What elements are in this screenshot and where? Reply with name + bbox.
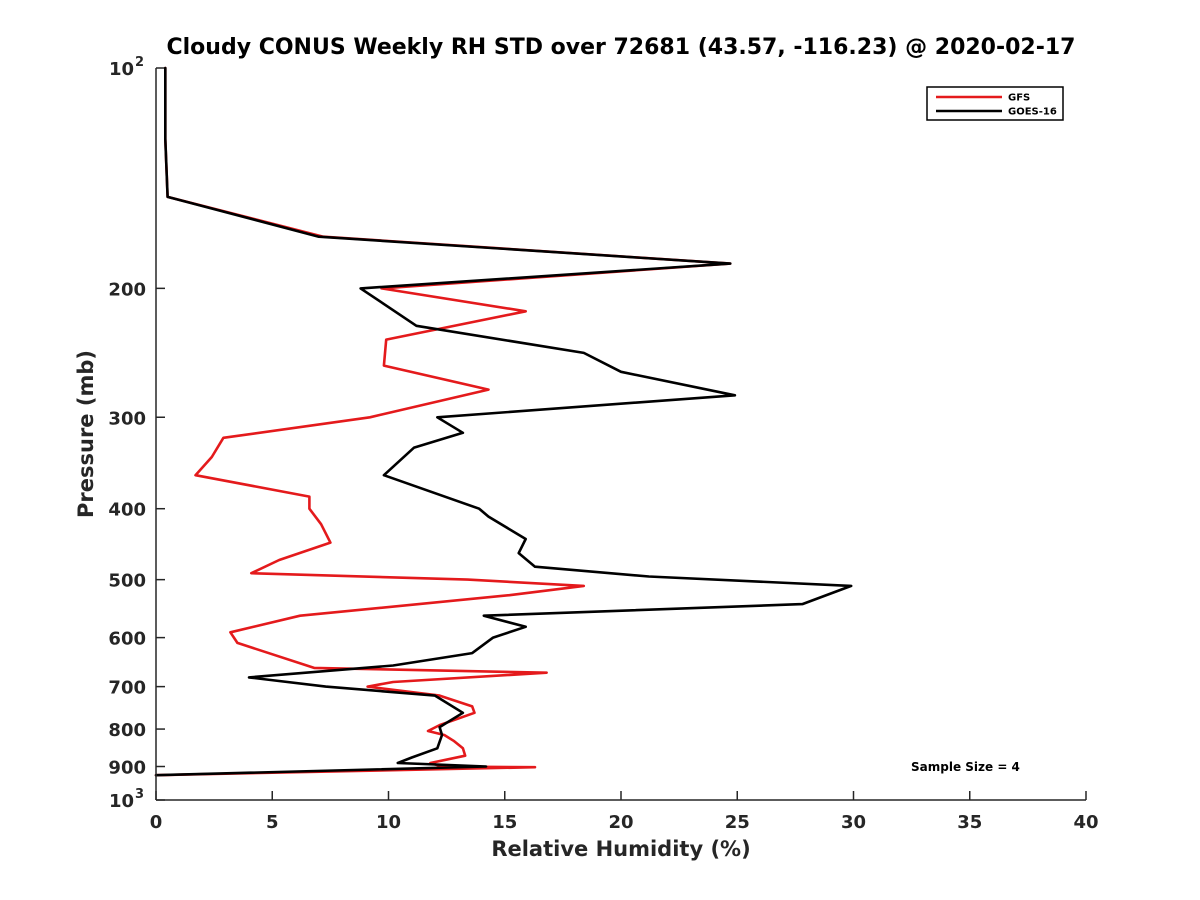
sample-size-annotation: Sample Size = 4	[911, 760, 1020, 774]
legend-label: GFS	[1008, 93, 1030, 104]
y-tick-exponent: 3	[135, 787, 144, 802]
x-tick-label: 30	[841, 812, 866, 833]
y-tick-label: 700	[108, 678, 146, 699]
y-tick-label: 400	[108, 500, 146, 521]
y-tick-label: 500	[108, 571, 146, 592]
x-tick-label: 10	[376, 812, 401, 833]
x-tick-label: 15	[492, 812, 517, 833]
x-tick-label: 40	[1073, 812, 1098, 833]
y-tick-exponent: 2	[135, 55, 144, 70]
y-tick-label: 900	[108, 758, 146, 779]
x-axis-ticks: 0 5 10 15 20 25 30 35 40	[150, 791, 1099, 833]
series-lines	[154, 66, 853, 777]
y-tick-label: 800	[108, 720, 146, 741]
legend: GFS GOES-16	[926, 86, 1064, 121]
y-tick-label: 300	[108, 408, 146, 429]
y-tick-label: 10	[109, 791, 134, 812]
chart-title: Cloudy CONUS Weekly RH STD over 72681 (4…	[167, 35, 1076, 60]
x-tick-label: 25	[725, 812, 750, 833]
x-axis-label: Relative Humidity (%)	[491, 837, 750, 861]
x-tick-label: 0	[150, 812, 163, 833]
x-tick-label: 5	[266, 812, 279, 833]
y-tick-label: 200	[108, 279, 146, 300]
y-tick-label: 600	[108, 629, 146, 650]
y-axis-label: Pressure (mb)	[74, 350, 98, 518]
x-tick-label: 20	[608, 812, 633, 833]
series-line-goes-16	[154, 66, 853, 777]
series-line-gfs	[154, 66, 732, 777]
legend-box	[926, 86, 1064, 121]
y-tick-label: 10	[109, 59, 134, 80]
x-tick-label: 35	[957, 812, 982, 833]
legend-label: GOES-16	[1008, 107, 1057, 118]
